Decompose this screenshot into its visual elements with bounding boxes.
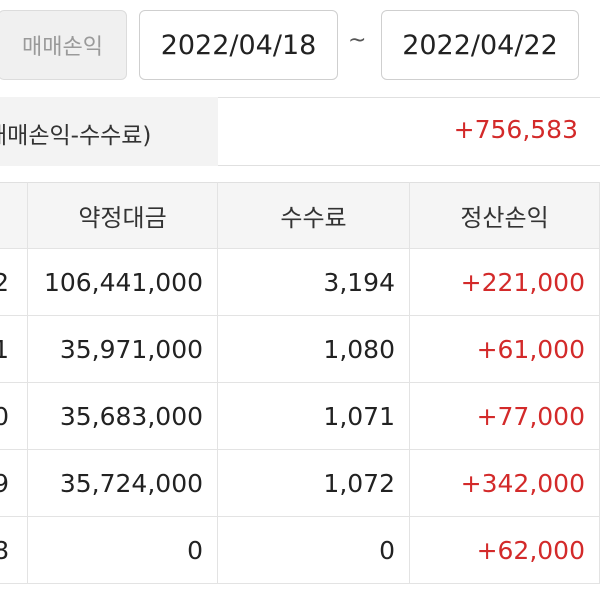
period-button[interactable]: 매매손익 [0, 10, 127, 80]
end-date[interactable]: 2022/04/22 [381, 10, 579, 80]
summary-label-cell: 매매손익-수수료) [0, 97, 218, 166]
separator: ~ [348, 28, 367, 53]
value-cell: 1,080 [218, 316, 410, 383]
value-cell: 35,971,000 [28, 316, 218, 383]
column-header: 정산손익 [410, 182, 600, 249]
value-cell: 1,072 [218, 450, 410, 517]
value-cell: 3,194 [218, 249, 410, 316]
date-cell: 0 [0, 383, 28, 450]
value-cell: +62,000 [410, 517, 600, 584]
value-cell: +342,000 [410, 450, 600, 517]
date-cell: 1 [0, 316, 28, 383]
summary-value: +756,583 [453, 115, 578, 144]
value-cell: +61,000 [410, 316, 600, 383]
summary-label: 매매손익-수수료) [0, 123, 152, 149]
value-cell: 35,724,000 [28, 450, 218, 517]
date-cell: 2 [0, 249, 28, 316]
header-cell [0, 182, 28, 249]
start-date[interactable]: 2022/04/18 [139, 10, 338, 80]
value-cell: 106,441,000 [28, 249, 218, 316]
value-cell: +77,000 [410, 383, 600, 450]
column-header: 수수료 [218, 182, 410, 249]
value-cell: 35,683,000 [28, 383, 218, 450]
value-cell: 1,071 [218, 383, 410, 450]
value-cell: +221,000 [410, 249, 600, 316]
date-cell: 9 [0, 450, 28, 517]
value-cell: 0 [218, 517, 410, 584]
date-cell: 8 [0, 517, 28, 584]
column-header: 약정대금 [28, 182, 218, 249]
summary-row [0, 97, 600, 166]
value-cell: 0 [28, 517, 218, 584]
